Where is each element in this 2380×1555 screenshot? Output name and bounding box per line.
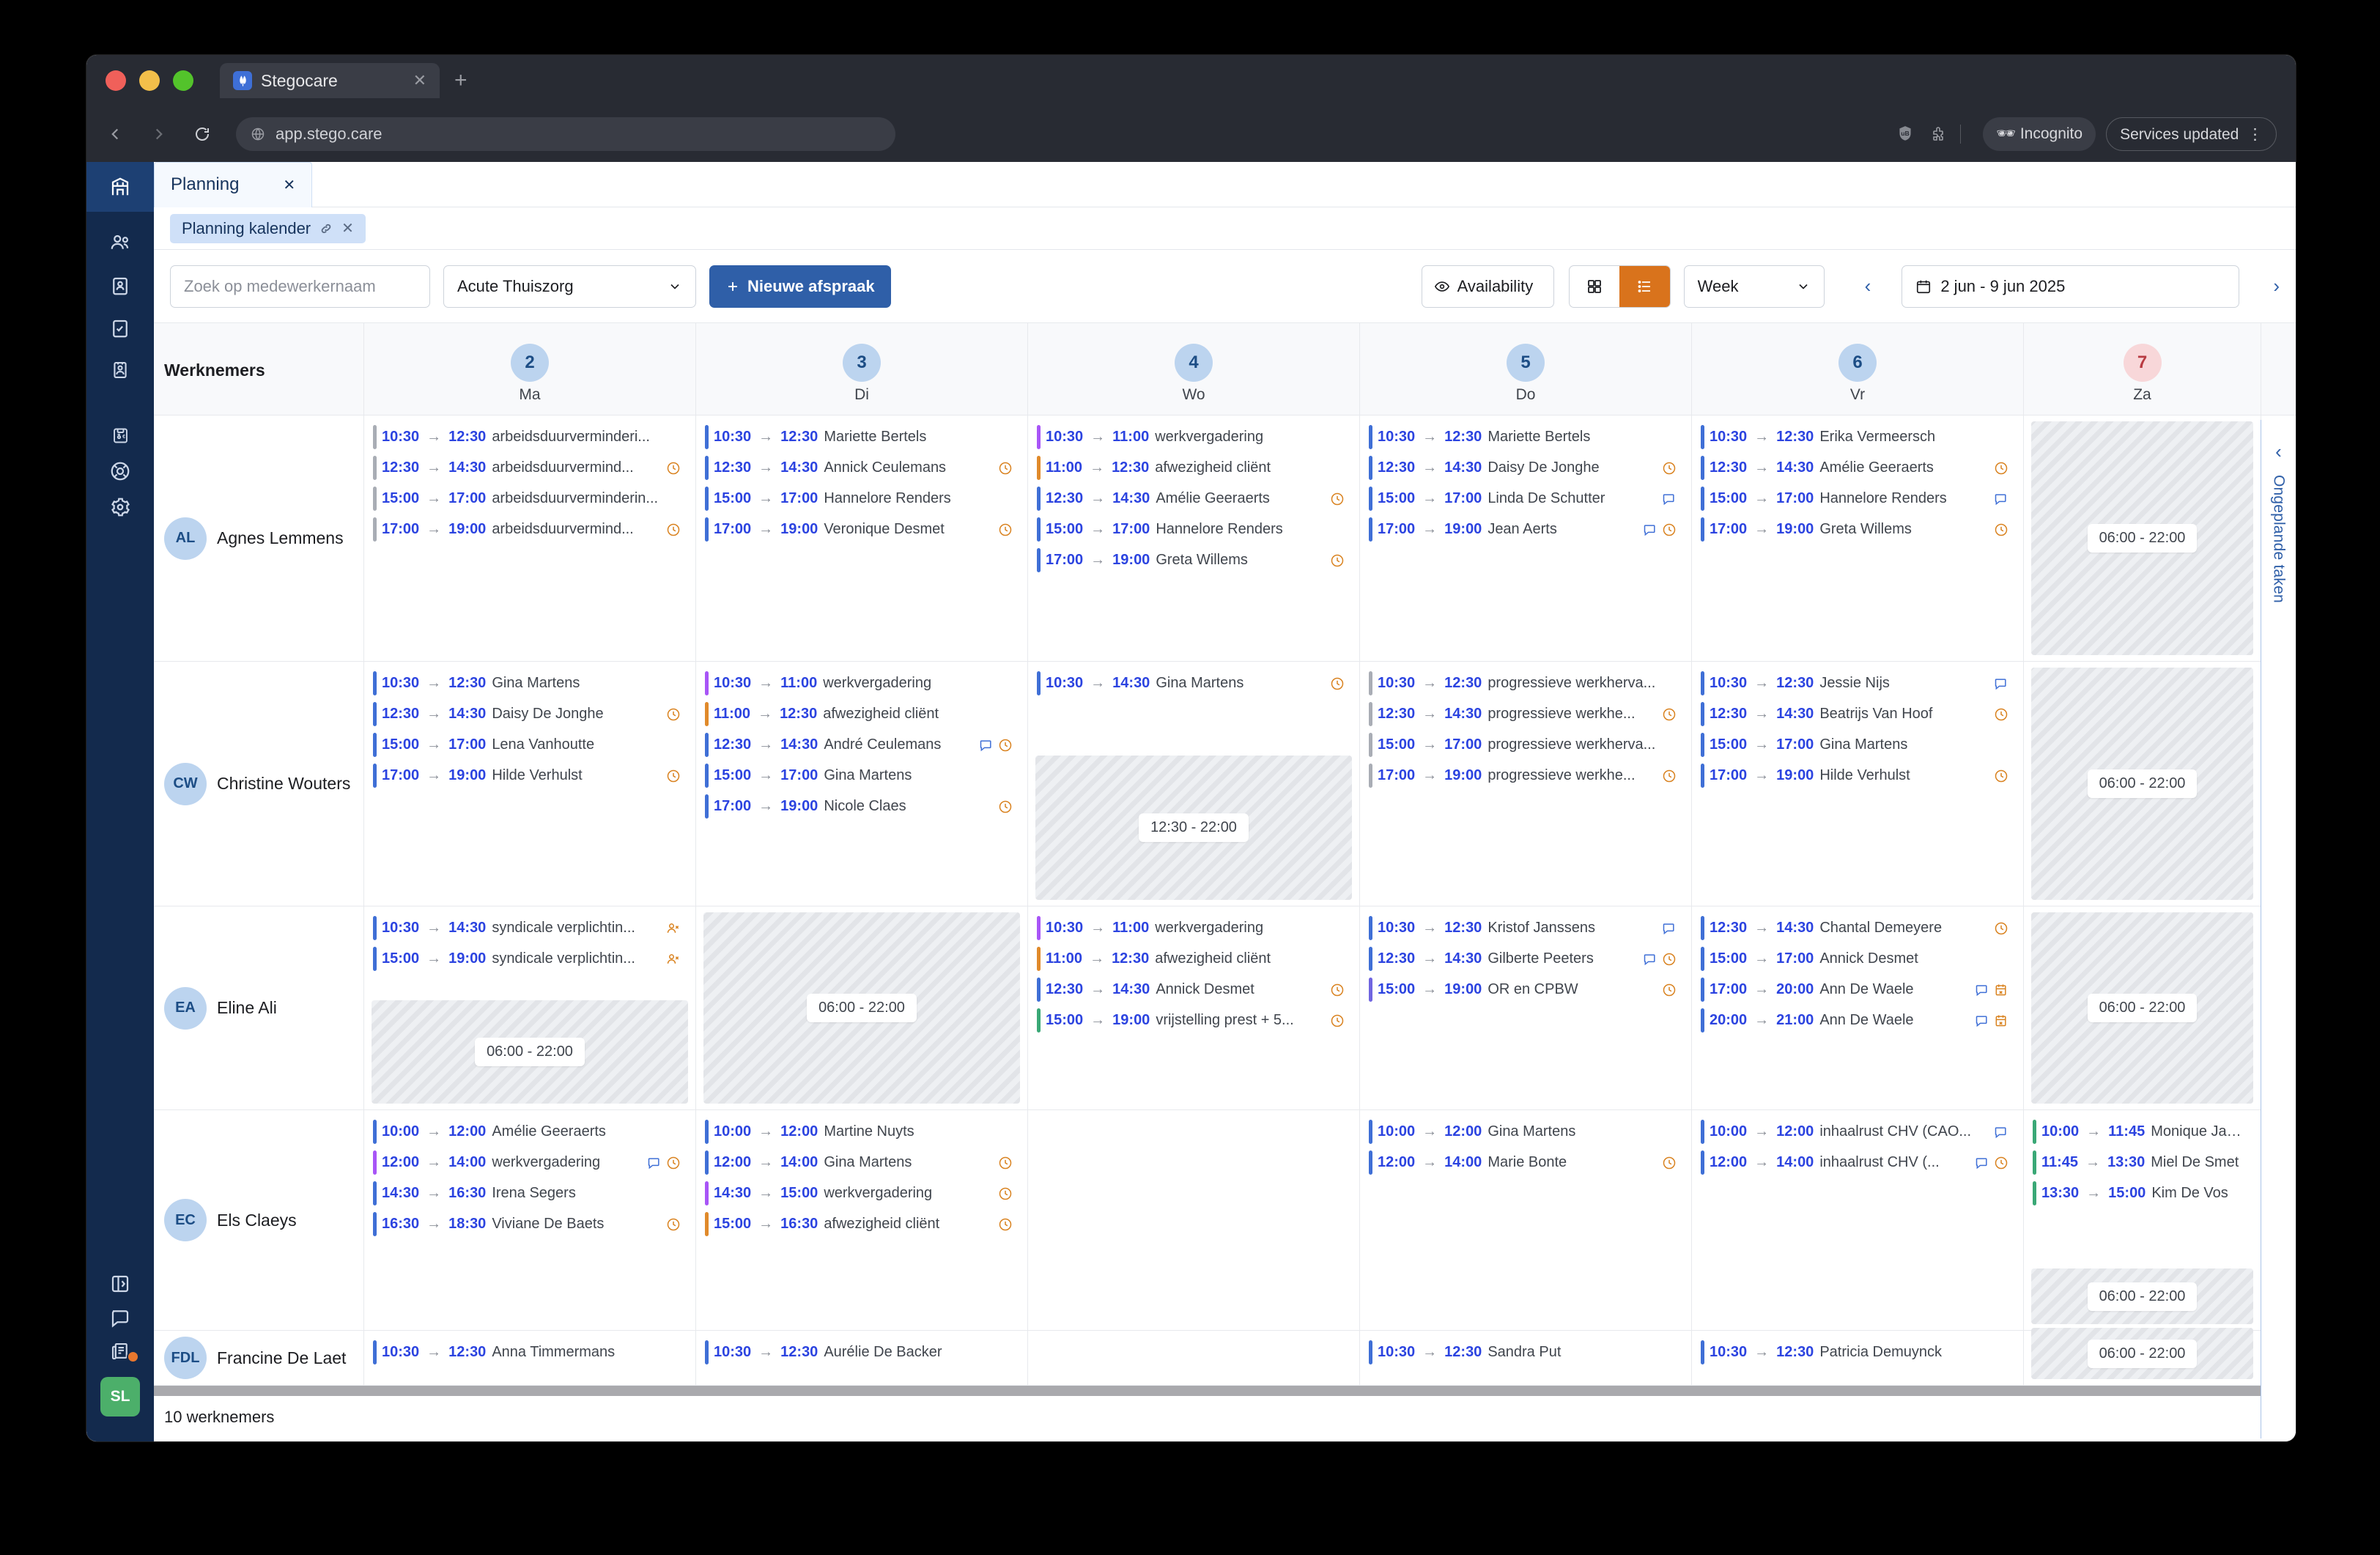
svg-text:€: € bbox=[122, 433, 125, 439]
svg-text:uB: uB bbox=[1902, 130, 1910, 137]
